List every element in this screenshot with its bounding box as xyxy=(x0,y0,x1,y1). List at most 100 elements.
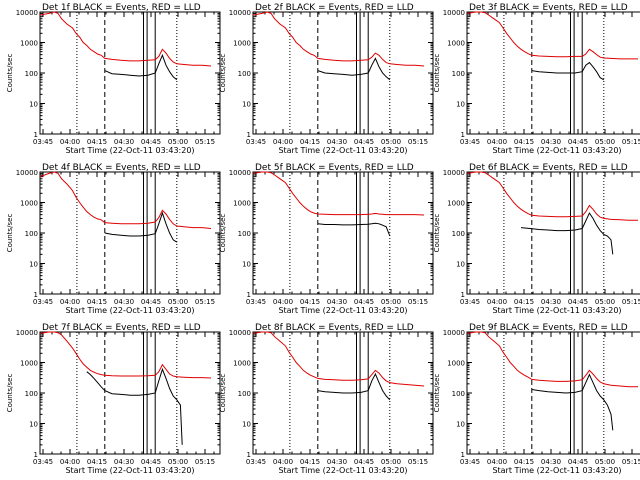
x-tick-label: 05:00 xyxy=(381,138,401,146)
x-tick-label: 05:15 xyxy=(195,458,215,466)
y-tick-label: 1000 xyxy=(447,200,465,208)
y-axis-label: Counts/sec xyxy=(433,374,441,413)
y-tick-label: 10000 xyxy=(16,329,38,337)
x-tick-label: 04:00 xyxy=(273,298,293,306)
x-tick-label: 04:00 xyxy=(60,458,80,466)
y-axis-label: Counts/sec xyxy=(6,214,14,253)
x-tick-label: 04:30 xyxy=(114,298,134,306)
x-tick-label: 05:15 xyxy=(408,138,428,146)
plot-frame xyxy=(466,331,640,455)
y-tick-label: 1000 xyxy=(233,360,251,368)
panel-8: Det 8f BLACK = Events, RED = LLD 1 10 100 10… xyxy=(219,323,434,475)
y-tick-label: 10 xyxy=(456,421,465,429)
x-tick-label: 04:00 xyxy=(273,138,293,146)
x-axis-label: Start Time (22-Oct-11 03:43:20) xyxy=(65,466,194,475)
series-line-lld xyxy=(39,171,212,229)
x-tick-label: 04:15 xyxy=(87,458,107,466)
panel-title: Det 4f BLACK = Events, RED = LLD xyxy=(42,163,201,173)
x-tick-label: 03:45 xyxy=(246,138,266,146)
x-tick-label: 04:30 xyxy=(327,458,347,466)
x-axis-label: Start Time (22-Oct-11 03:43:20) xyxy=(492,146,621,155)
x-tick-label: 04:00 xyxy=(487,458,507,466)
plot-frame xyxy=(466,171,640,295)
x-tick-label: 05:00 xyxy=(595,298,615,306)
y-axis-label: Counts/sec xyxy=(433,54,441,93)
y-tick-label: 10000 xyxy=(229,169,251,177)
x-tick-label: 05:00 xyxy=(168,458,188,466)
series-line-events xyxy=(104,211,178,243)
y-tick-label: 10000 xyxy=(16,9,38,17)
y-tick-label: 10000 xyxy=(443,9,465,17)
panel-title: Det 5f BLACK = Events, RED = LLD xyxy=(255,163,414,173)
y-axis-label: Counts/sec xyxy=(6,54,14,93)
y-tick-label: 100 xyxy=(238,390,251,398)
x-tick-label: 04:15 xyxy=(514,138,534,146)
x-tick-label: 05:00 xyxy=(168,298,188,306)
x-tick-label: 05:00 xyxy=(595,458,615,466)
plot-frame xyxy=(39,171,221,295)
y-tick-label: 10 xyxy=(29,421,38,429)
x-tick-label: 03:45 xyxy=(33,138,53,146)
series-line-lld xyxy=(252,11,425,67)
x-tick-label: 04:30 xyxy=(327,138,347,146)
x-tick-label: 04:00 xyxy=(60,298,80,306)
series-line-events xyxy=(104,53,178,81)
panel-title: Det 3f BLACK = Events, RED = LLD xyxy=(469,3,628,13)
y-tick-label: 100 xyxy=(25,70,38,78)
x-tick-label: 05:15 xyxy=(195,138,215,146)
x-tick-label: 04:45 xyxy=(568,458,588,466)
y-tick-label: 1 xyxy=(461,451,465,459)
x-tick-label: 05:15 xyxy=(408,458,428,466)
x-tick-label: 05:15 xyxy=(622,458,640,466)
y-tick-label: 1 xyxy=(34,451,38,459)
x-tick-label: 04:15 xyxy=(300,458,320,466)
x-tick-label: 04:30 xyxy=(114,138,134,146)
panel-title: Det 8f BLACK = Events, RED = LLD xyxy=(255,323,414,333)
y-tick-label: 10 xyxy=(456,261,465,269)
x-tick-label: 03:45 xyxy=(246,298,266,306)
panel-1: Det 1f BLACK = Events, RED = LLD 1 10 100 10… xyxy=(6,3,221,155)
y-tick-label: 10000 xyxy=(443,329,465,337)
y-tick-label: 10000 xyxy=(229,329,251,337)
y-tick-label: 1000 xyxy=(447,40,465,48)
y-tick-label: 100 xyxy=(25,230,38,238)
x-tick-label: 05:00 xyxy=(381,458,401,466)
y-tick-label: 100 xyxy=(25,390,38,398)
x-tick-label: 03:45 xyxy=(33,298,53,306)
y-tick-label: 100 xyxy=(452,390,465,398)
y-tick-label: 1000 xyxy=(233,40,251,48)
y-tick-label: 10000 xyxy=(16,169,38,177)
x-tick-label: 05:00 xyxy=(381,298,401,306)
x-tick-label: 04:15 xyxy=(87,298,107,306)
x-tick-label: 04:00 xyxy=(487,138,507,146)
panel-title: Det 1f BLACK = Events, RED = LLD xyxy=(42,3,201,13)
series-line-lld xyxy=(252,171,425,216)
x-axis-label: Start Time (22-Oct-11 03:43:20) xyxy=(492,306,621,315)
x-axis-label: Start Time (22-Oct-11 03:43:20) xyxy=(278,466,407,475)
x-axis-label: Start Time (22-Oct-11 03:43:20) xyxy=(65,146,194,155)
panel-title: Det 6f BLACK = Events, RED = LLD xyxy=(469,163,628,173)
series-line-events xyxy=(531,373,614,431)
y-tick-label: 10 xyxy=(242,261,251,269)
y-axis-label: Counts/sec xyxy=(433,214,441,253)
y-tick-label: 10 xyxy=(29,101,38,109)
y-tick-label: 10 xyxy=(242,421,251,429)
y-tick-label: 1 xyxy=(34,131,38,139)
x-axis-label: Start Time (22-Oct-11 03:43:20) xyxy=(278,306,407,315)
panel-3: Det 3f BLACK = Events, RED = LLD 1 10 100 10… xyxy=(433,3,640,155)
panel-9: Det 9f BLACK = Events, RED = LLD 1 10 100 10… xyxy=(433,323,640,475)
x-axis-label: Start Time (22-Oct-11 03:43:20) xyxy=(492,466,621,475)
x-tick-label: 04:45 xyxy=(141,298,161,306)
panel-4: Det 4f BLACK = Events, RED = LLD 1 10 100 10… xyxy=(6,163,221,315)
y-axis-label: Counts/sec xyxy=(219,374,227,413)
series-line-lld xyxy=(252,331,425,387)
x-tick-label: 04:00 xyxy=(60,138,80,146)
x-tick-label: 05:15 xyxy=(408,298,428,306)
y-tick-label: 1 xyxy=(247,291,251,299)
series-line-lld xyxy=(466,171,638,221)
x-tick-label: 03:45 xyxy=(33,458,53,466)
x-axis-label: Start Time (22-Oct-11 03:43:20) xyxy=(65,306,194,315)
y-axis-label: Counts/sec xyxy=(219,214,227,253)
series-line-lld xyxy=(39,331,212,379)
